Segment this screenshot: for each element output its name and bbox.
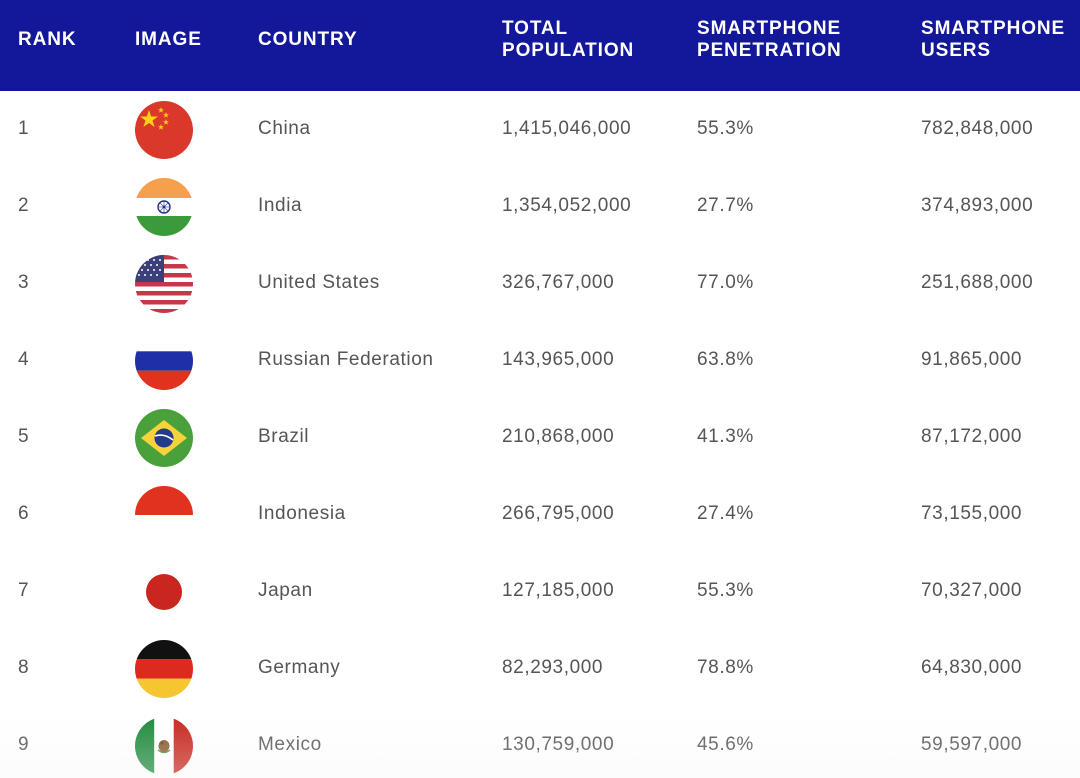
penetration-cell: 45.6% <box>697 734 754 755</box>
header-users-line2: USERS <box>921 40 991 61</box>
table-row: 4 Russian Federation 143,965,000 63.8% 9… <box>0 322 1080 400</box>
russia-flag-icon <box>135 332 193 390</box>
penetration-cell: 55.3% <box>697 118 754 139</box>
header-total-population: TOTAL POPULATION <box>502 18 634 62</box>
header-image: IMAGE <box>135 29 202 50</box>
header-penetration-line2: PENETRATION <box>697 40 842 61</box>
header-penetration-line1: SMARTPHONE <box>697 18 842 39</box>
rank-cell: 9 <box>18 734 30 755</box>
penetration-cell: 27.4% <box>697 503 754 524</box>
header-country: COUNTRY <box>258 29 358 50</box>
table-row: 2 India 1,354,052,000 27.7% 374,893,000 <box>0 168 1080 246</box>
penetration-cell: 78.8% <box>697 657 754 678</box>
country-cell: Japan <box>258 580 313 601</box>
rank-cell: 2 <box>18 195 30 216</box>
header-smartphone-penetration: SMARTPHONE PENETRATION <box>697 18 842 62</box>
country-cell: India <box>258 195 303 216</box>
users-cell: 73,155,000 <box>921 503 1023 524</box>
population-cell: 130,759,000 <box>502 734 615 755</box>
mexico-flag-icon <box>135 717 193 775</box>
japan-flag-icon <box>135 563 193 621</box>
population-cell: 127,185,000 <box>502 580 615 601</box>
penetration-cell: 41.3% <box>697 426 754 447</box>
table-row: 8 Germany 82,293,000 78.8% 64,830,000 <box>0 630 1080 708</box>
population-cell: 82,293,000 <box>502 657 604 678</box>
header-users-line1: SMARTPHONE <box>921 18 1066 39</box>
country-cell: Brazil <box>258 426 310 447</box>
population-cell: 266,795,000 <box>502 503 615 524</box>
country-cell: Germany <box>258 657 341 678</box>
table-row: 3 United St <box>0 245 1080 323</box>
china-flag-icon <box>135 101 193 159</box>
table-header: RANK IMAGE COUNTRY TOTAL POPULATION SMAR… <box>0 0 1080 91</box>
rank-cell: 1 <box>18 118 30 139</box>
brazil-flag-icon <box>135 409 193 467</box>
rank-cell: 7 <box>18 580 30 601</box>
header-total-population-line1: TOTAL <box>502 18 569 39</box>
rank-cell: 8 <box>18 657 30 678</box>
population-cell: 143,965,000 <box>502 349 615 370</box>
country-cell: Russian Federation <box>258 349 434 370</box>
users-cell: 91,865,000 <box>921 349 1023 370</box>
penetration-cell: 63.8% <box>697 349 754 370</box>
population-cell: 210,868,000 <box>502 426 615 447</box>
users-cell: 251,688,000 <box>921 272 1034 293</box>
india-flag-icon <box>135 178 193 236</box>
header-smartphone-users: SMARTPHONE USERS <box>921 18 1065 62</box>
table-row: 7 Japan 127,185,000 55.3% 70,327,000 <box>0 553 1080 631</box>
united-states-flag-icon <box>135 255 193 313</box>
country-cell: Mexico <box>258 734 322 755</box>
users-cell: 782,848,000 <box>921 118 1034 139</box>
users-cell: 374,893,000 <box>921 195 1034 216</box>
rank-cell: 5 <box>18 426 30 447</box>
rank-cell: 6 <box>18 503 30 524</box>
penetration-cell: 27.7% <box>697 195 754 216</box>
rank-cell: 3 <box>18 272 30 293</box>
penetration-cell: 77.0% <box>697 272 754 293</box>
header-total-population-line2: POPULATION <box>502 40 635 61</box>
table-row: 6 Indonesia 266,795,000 27.4% 73,155,000 <box>0 476 1080 554</box>
table-row: 5 Brazil 210,868,000 41.3% 87,172,000 <box>0 399 1080 477</box>
country-cell: China <box>258 118 311 139</box>
population-cell: 1,354,052,000 <box>502 195 632 216</box>
penetration-cell: 55.3% <box>697 580 754 601</box>
population-cell: 326,767,000 <box>502 272 615 293</box>
users-cell: 70,327,000 <box>921 580 1023 601</box>
table-row: 9 Mexico 130,759,000 45.6% 59,597,000 <box>0 707 1080 778</box>
germany-flag-icon <box>135 640 193 698</box>
rank-cell: 4 <box>18 349 30 370</box>
population-cell: 1,415,046,000 <box>502 118 632 139</box>
indonesia-flag-icon <box>135 486 193 544</box>
table-row: 1 China 1,415,046,000 55.3% 782,848,000 <box>0 91 1080 169</box>
users-cell: 59,597,000 <box>921 734 1023 755</box>
country-cell: Indonesia <box>258 503 346 524</box>
header-rank: RANK <box>18 29 77 50</box>
country-cell: United States <box>258 272 380 293</box>
users-cell: 64,830,000 <box>921 657 1023 678</box>
users-cell: 87,172,000 <box>921 426 1023 447</box>
